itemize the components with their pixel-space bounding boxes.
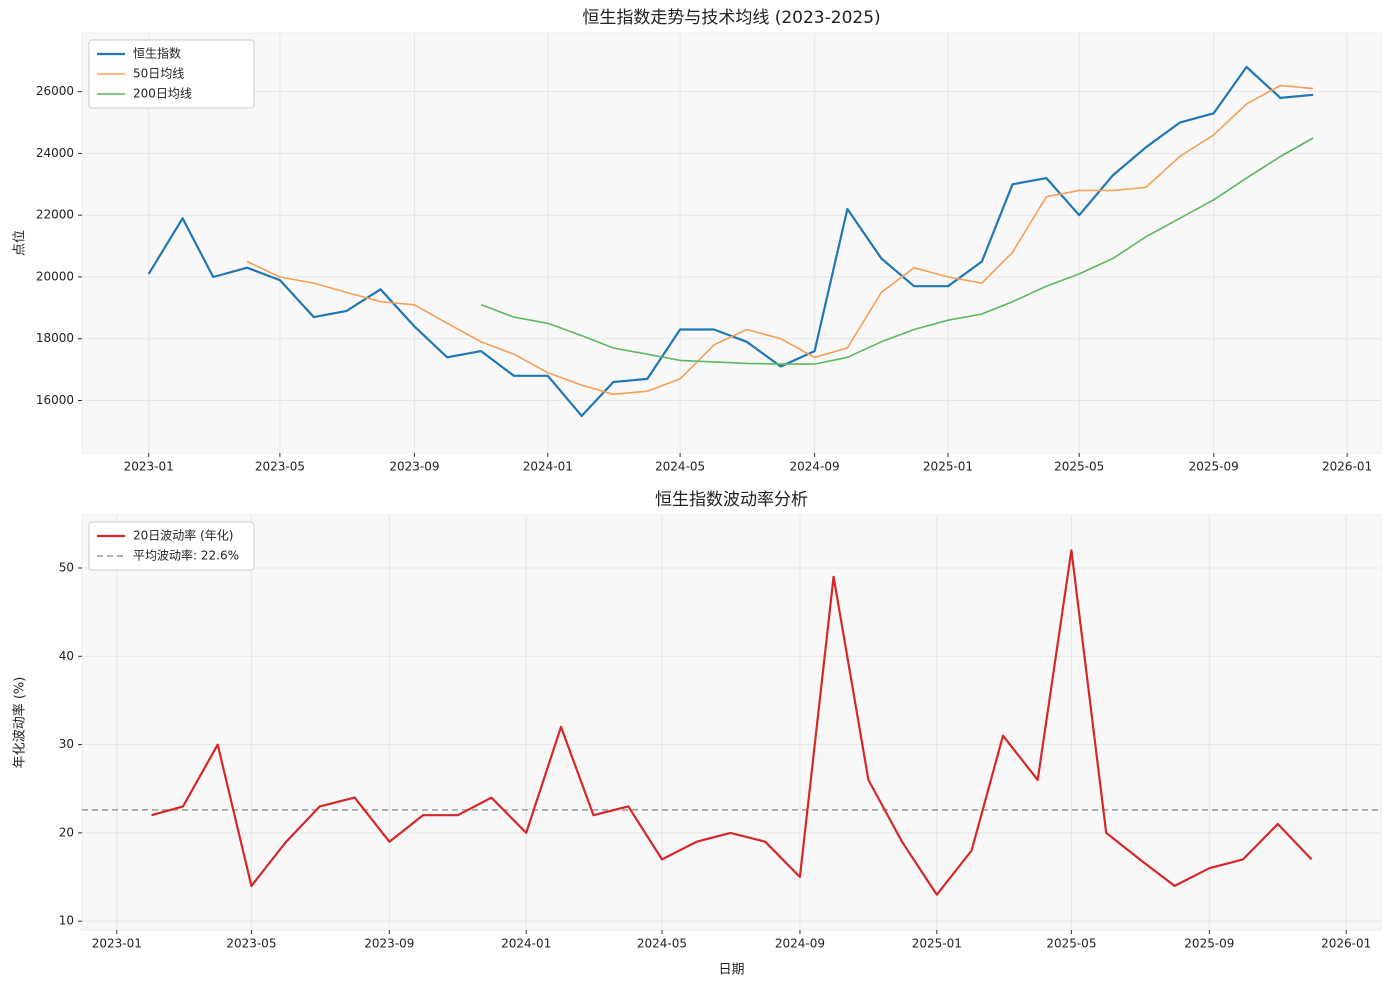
legend: 恒生指数 50日均线 200日均线 <box>88 39 255 109</box>
x-tick-label: 2024-01 <box>523 460 573 474</box>
x-tick-label: 2023-01 <box>92 937 142 951</box>
x-tick-label: 2023-05 <box>226 937 276 951</box>
y-tick-label: 24000 <box>36 146 74 160</box>
x-tick-label: 2023-09 <box>389 460 439 474</box>
x-tick-label: 2025-09 <box>1184 937 1234 951</box>
legend-label: 200日均线 <box>133 87 192 101</box>
y-tick-label: 20000 <box>36 269 74 283</box>
legend-label: 50日均线 <box>133 67 184 81</box>
y-axis-label: 年化波动率 (%) <box>12 677 28 769</box>
y-tick-label: 16000 <box>36 393 74 407</box>
x-tick-label: 2024-05 <box>655 460 705 474</box>
x-tick-label: 2025-01 <box>912 937 962 951</box>
x-tick-label: 2023-05 <box>255 460 305 474</box>
x-tick-label: 2026-01 <box>1321 937 1371 951</box>
series-line <box>246 84 1314 396</box>
legend-label: 恒生指数 <box>133 46 181 61</box>
x-tick-label: 2026-01 <box>1322 460 1372 474</box>
x-tick-label: 2024-09 <box>790 460 840 474</box>
x-tick-label: 2023-09 <box>364 937 414 951</box>
plot-area <box>81 32 1382 454</box>
chart-title: 恒生指数走势与技术均线 (2023-2025) <box>582 8 880 28</box>
y-tick-label: 18000 <box>36 331 74 345</box>
x-tick-label: 2025-09 <box>1189 460 1239 474</box>
legend-label: 平均波动率: 22.6% <box>133 548 239 563</box>
x-tick-label: 2023-01 <box>124 460 174 474</box>
legend-box <box>88 39 255 109</box>
y-tick-label: 40 <box>59 649 74 663</box>
x-tick-label: 2024-05 <box>637 937 687 951</box>
x-tick-label: 2024-09 <box>775 937 825 951</box>
legend-box <box>88 521 255 571</box>
y-tick-label: 26000 <box>36 84 74 98</box>
series-line <box>147 65 1314 417</box>
x-tick-label: 2025-01 <box>923 460 973 474</box>
legend-label: 20日波动率 (年化) <box>133 528 233 543</box>
x-tick-label: 2024-01 <box>501 937 551 951</box>
x-tick-label: 2025-05 <box>1054 460 1104 474</box>
x-tick-label: 2025-05 <box>1046 937 1096 951</box>
series-line <box>151 549 1313 896</box>
legend: 20日波动率 (年化) 平均波动率: 22.6% <box>88 521 255 571</box>
plot-area <box>81 514 1382 931</box>
y-tick-label: 22000 <box>36 208 74 222</box>
y-tick-label: 10 <box>59 914 74 928</box>
chart-title: 恒生指数波动率分析 <box>655 490 808 510</box>
y-tick-label: 50 <box>59 560 74 574</box>
y-tick-label: 20 <box>59 825 74 839</box>
y-tick-label: 30 <box>59 737 74 751</box>
series-line <box>480 137 1314 365</box>
x-axis-label: 日期 <box>718 963 744 978</box>
y-axis-label: 点位 <box>13 230 28 256</box>
